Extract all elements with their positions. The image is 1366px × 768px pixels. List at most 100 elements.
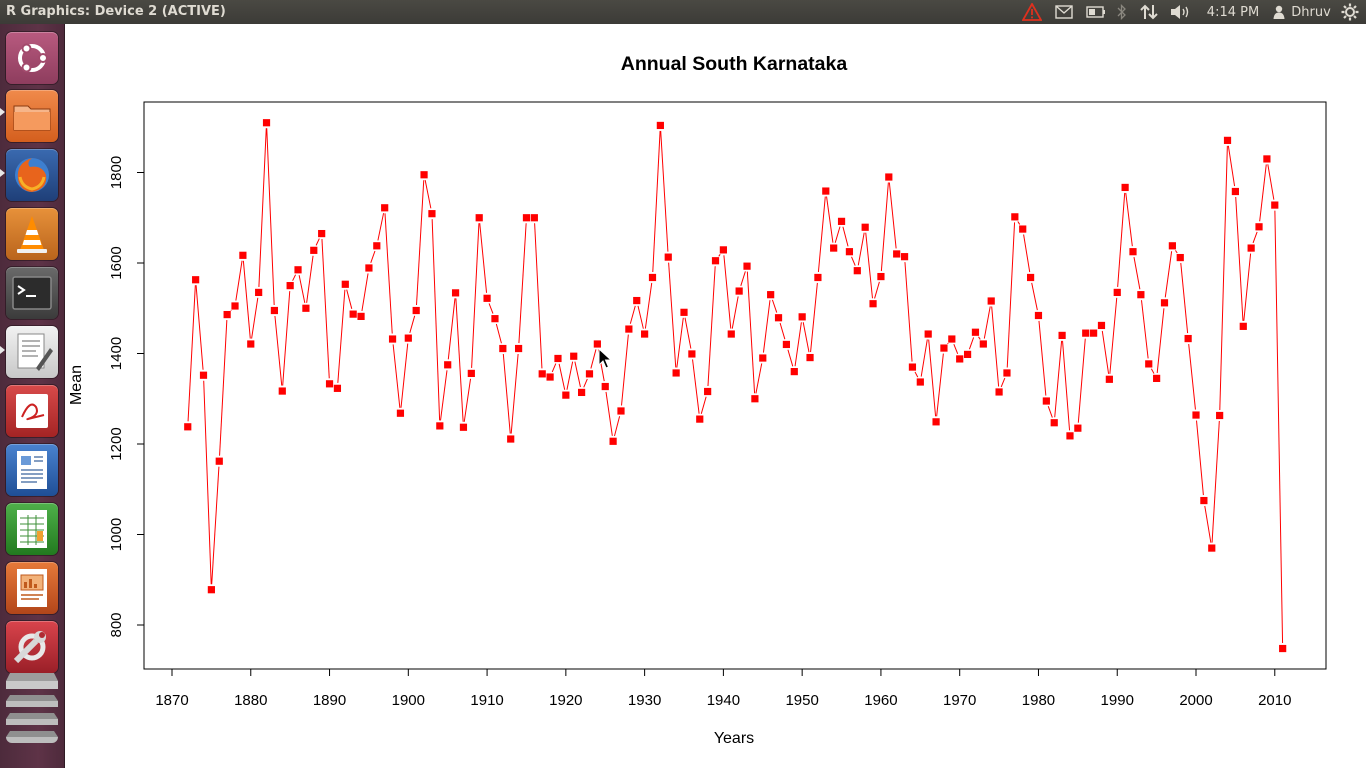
- series-line-segment: [991, 306, 1000, 387]
- series-line-segment: [392, 344, 401, 408]
- y-tick-label: 1800: [108, 156, 125, 189]
- launcher-running-indicator: [0, 108, 5, 116]
- settings-wrench-icon: [13, 631, 46, 664]
- volume-icon[interactable]: [1168, 0, 1194, 24]
- data-point: [633, 296, 641, 305]
- series-line-segment: [936, 353, 944, 417]
- data-point: [609, 437, 617, 445]
- data-point: [231, 302, 239, 310]
- series-line-segment: [723, 255, 732, 329]
- series-line-segment: [740, 271, 746, 286]
- data-point: [1279, 644, 1287, 653]
- data-point: [971, 328, 980, 336]
- data-point: [1160, 299, 1169, 307]
- clock[interactable]: 4:14 PM: [1206, 4, 1260, 20]
- data-point: [365, 264, 373, 272]
- terminal-launcher-button[interactable]: [6, 267, 58, 319]
- series-line-segment: [953, 343, 959, 354]
- impress-launcher-button[interactable]: [6, 562, 58, 614]
- y-tick-label: 1000: [108, 518, 125, 551]
- vlc-launcher-button[interactable]: [6, 208, 58, 260]
- series-line-segment: [235, 260, 243, 301]
- data-point: [908, 363, 917, 371]
- bluetooth-icon[interactable]: [1113, 0, 1131, 24]
- text-editor-launcher-button[interactable]: [6, 326, 58, 378]
- series-line-segment: [416, 180, 425, 306]
- data-point: [1034, 311, 1043, 320]
- firefox-icon: [15, 158, 49, 192]
- series-line-segment: [1227, 145, 1236, 187]
- data-point: [428, 210, 436, 218]
- series-line-segment: [551, 363, 557, 373]
- data-point: [1145, 360, 1153, 368]
- writer-launcher-button[interactable]: [6, 444, 58, 496]
- data-point: [1003, 369, 1011, 377]
- series-line-segment: [1101, 330, 1110, 374]
- calc-launcher-button[interactable]: [6, 503, 58, 555]
- data-point: [727, 330, 735, 338]
- mouse-cursor-icon: [598, 347, 613, 369]
- data-point: [1097, 321, 1106, 330]
- workspace-switcher-button[interactable]: [6, 669, 58, 743]
- data-point: [814, 273, 822, 282]
- data-point: [1255, 223, 1263, 231]
- data-point: [207, 586, 215, 594]
- series-line-segment: [1267, 164, 1275, 200]
- series-line-segment: [1133, 257, 1141, 290]
- data-point: [467, 369, 475, 378]
- series-line-segment: [219, 320, 228, 456]
- data-point: [1153, 374, 1161, 382]
- data-point: [893, 250, 901, 258]
- series-line-segment: [1117, 192, 1126, 287]
- data-point: [262, 119, 271, 127]
- series-annual-mean: [184, 119, 1287, 653]
- data-point: [1074, 424, 1082, 432]
- firefox-launcher-button[interactable]: [6, 149, 58, 201]
- mail-icon[interactable]: [1052, 0, 1076, 24]
- series-line-segment: [779, 322, 786, 340]
- series-line-segment: [968, 337, 975, 350]
- data-point: [625, 325, 633, 333]
- files-launcher-button[interactable]: [6, 90, 58, 142]
- series-line-segment: [337, 289, 346, 383]
- network-icon[interactable]: [1138, 0, 1160, 24]
- document-viewer-launcher-button[interactable]: [6, 385, 58, 437]
- battery-icon[interactable]: [1084, 0, 1108, 24]
- dash-home-button[interactable]: [6, 32, 58, 84]
- data-point: [767, 291, 775, 299]
- data-point: [885, 173, 893, 181]
- series-line-segment: [583, 378, 588, 388]
- series-line-segment: [306, 255, 314, 303]
- data-point: [916, 378, 924, 386]
- data-point: [948, 335, 956, 343]
- data-point: [924, 330, 932, 338]
- system-settings-launcher-button[interactable]: [6, 621, 58, 673]
- data-point: [664, 253, 672, 261]
- series-line-segment: [983, 306, 991, 339]
- data-point: [522, 214, 531, 222]
- series-line-segment: [384, 213, 393, 334]
- data-point: [325, 380, 334, 388]
- data-point: [963, 350, 972, 359]
- series-line-segment: [315, 238, 320, 246]
- data-point: [436, 422, 444, 430]
- series-line-segment: [424, 180, 432, 209]
- data-point: [388, 335, 397, 343]
- user-icon[interactable]: [1271, 0, 1287, 24]
- data-point: [774, 314, 783, 322]
- series-line-segment: [851, 256, 856, 266]
- data-point: [215, 457, 223, 465]
- data-point: [1019, 225, 1027, 233]
- x-tick-label: 1930: [628, 692, 661, 709]
- data-point: [735, 287, 743, 295]
- data-point: [341, 280, 349, 288]
- warning-icon[interactable]: [1020, 0, 1044, 24]
- data-point: [578, 388, 586, 397]
- series-line-segment: [874, 281, 880, 299]
- session-gear-icon[interactable]: [1338, 0, 1362, 24]
- user-name[interactable]: Dhruv: [1291, 4, 1331, 20]
- series-line-segment: [1017, 221, 1021, 225]
- data-point: [1011, 213, 1019, 221]
- series-line-segment: [566, 361, 574, 390]
- data-point: [239, 251, 247, 259]
